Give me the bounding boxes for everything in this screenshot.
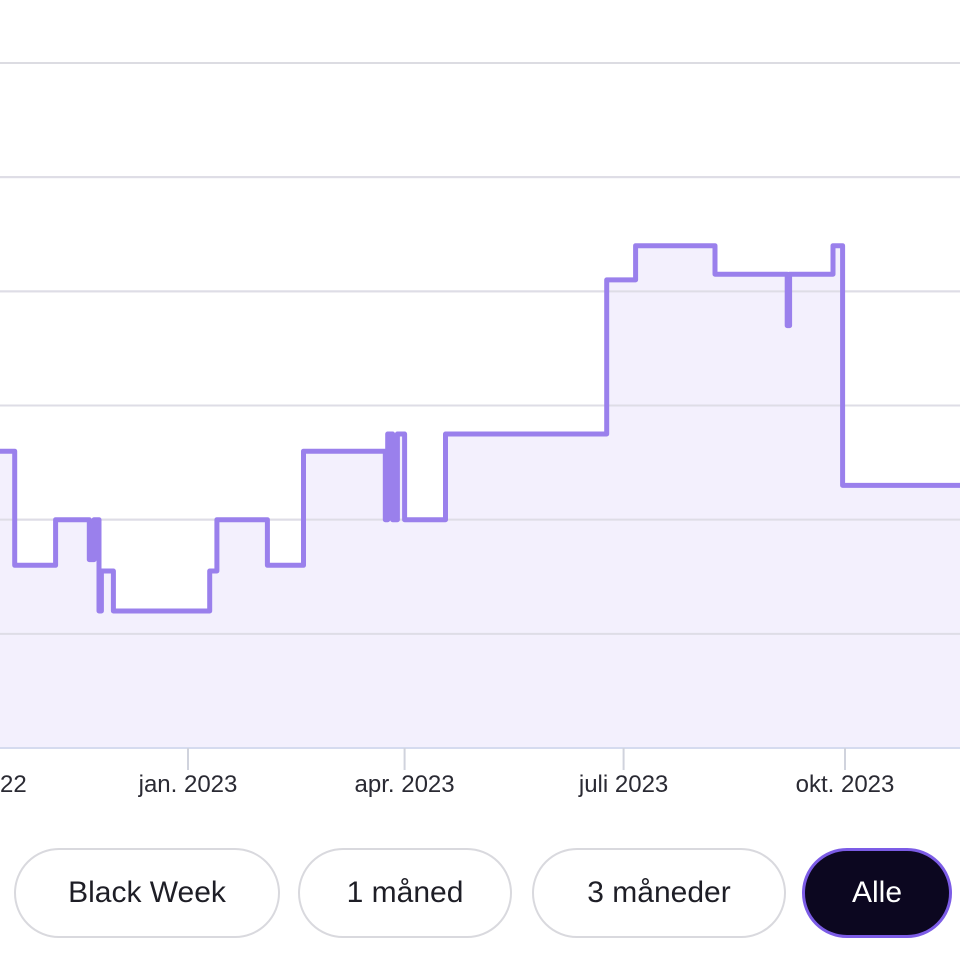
price-chart-svg: 22 jan. 2023 apr. 2023 juli 2023 okt. 2023 [0, 62, 960, 798]
price-area-fill [0, 245, 960, 748]
all-button[interactable]: Alle [802, 848, 952, 938]
x-tick-label: apr. 2023 [355, 771, 455, 798]
price-line [0, 243, 960, 614]
time-range-selector: Black Week 1 måned 3 måneder Alle [0, 848, 960, 944]
x-tick-label: jan. 2023 [138, 771, 238, 798]
x-tick-label: juli 2023 [578, 771, 668, 798]
one-month-button[interactable]: 1 måned [298, 848, 512, 938]
x-tick-label: okt. 2023 [796, 771, 895, 798]
three-months-button[interactable]: 3 måneder [532, 848, 786, 938]
price-history-chart: 22 jan. 2023 apr. 2023 juli 2023 okt. 2023 [0, 62, 960, 798]
x-tick-label: 22 [0, 771, 27, 798]
black-week-button[interactable]: Black Week [14, 848, 280, 938]
